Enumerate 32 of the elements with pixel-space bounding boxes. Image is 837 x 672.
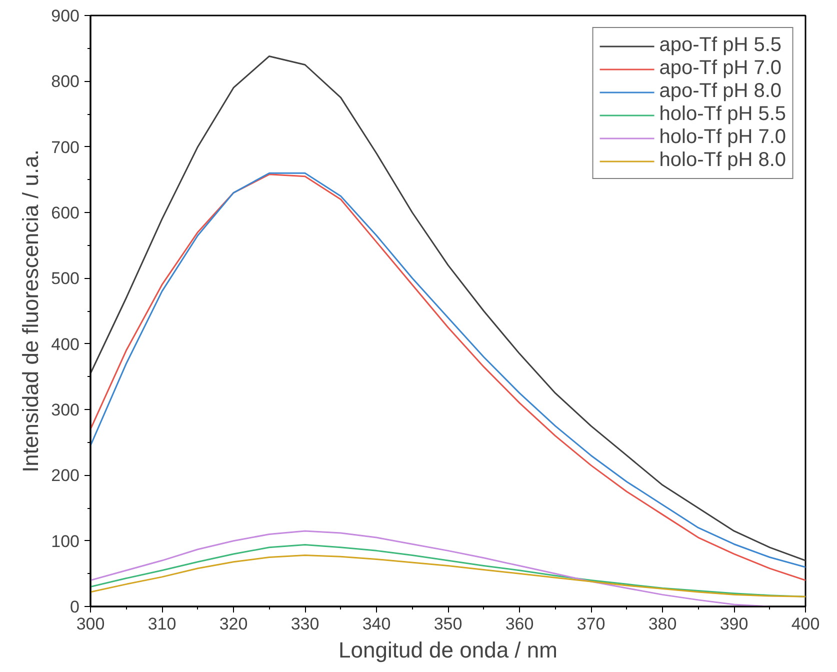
line-series <box>90 55 806 562</box>
y-tick-label: 100 <box>51 532 80 551</box>
x-tick-label: 380 <box>648 614 677 634</box>
y-axis-title: Intensidad de fluorescencia / u.a. <box>18 150 44 472</box>
legend-label: apo-Tf pH 5.5 <box>659 34 782 57</box>
y-tick-label: 300 <box>51 400 80 420</box>
line-series <box>90 530 770 606</box>
y-tick-label: 900 <box>51 6 80 26</box>
x-tick-label: 360 <box>505 614 534 634</box>
y-tick-label: 0 <box>70 598 80 616</box>
x-tick-label: 300 <box>76 614 105 634</box>
legend-label: holo-Tf pH 8.0 <box>659 149 786 172</box>
line-series <box>90 554 806 598</box>
x-tick-label: 370 <box>576 614 606 634</box>
y-tick-label: 500 <box>51 269 80 288</box>
x-tick-label: 350 <box>434 614 462 634</box>
y-tick-label: 600 <box>51 204 80 222</box>
x-tick-label: 390 <box>720 614 748 634</box>
x-tick-label: 320 <box>219 614 248 634</box>
legend-label: holo-Tf pH 7.0 <box>659 126 786 149</box>
x-tick-label: 400 <box>791 614 820 634</box>
legend-label: holo-Tf pH 5.5 <box>659 103 786 126</box>
y-tick-label: 800 <box>51 72 80 92</box>
legend-label: apo-Tf pH 7.0 <box>659 57 782 80</box>
y-tick-label: 400 <box>51 334 80 354</box>
x-tick-label: 310 <box>148 614 176 634</box>
legend-label: apo-Tf pH 8.0 <box>659 80 782 103</box>
x-tick-label: 330 <box>290 614 320 634</box>
x-tick-label: 340 <box>362 614 391 634</box>
y-tick-label: 200 <box>51 466 80 486</box>
y-tick-label: 700 <box>51 138 80 157</box>
x-axis-title: Longitud de onda / nm <box>338 638 558 662</box>
